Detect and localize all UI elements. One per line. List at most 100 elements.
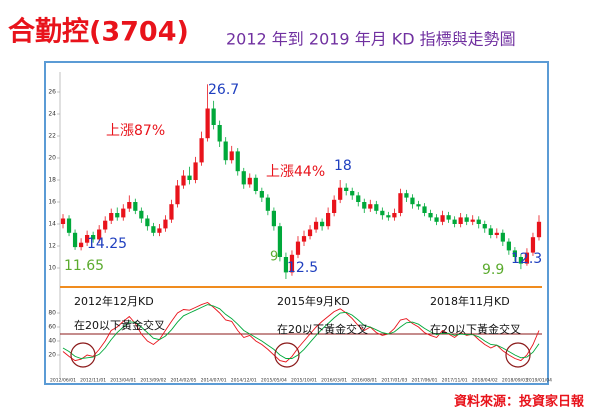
candle-body xyxy=(518,257,524,264)
kd-line xyxy=(62,301,540,363)
candle-body xyxy=(265,197,270,211)
candle-body xyxy=(91,235,96,240)
candle-body xyxy=(458,217,463,224)
candle-body xyxy=(97,229,102,240)
kd-line xyxy=(62,304,540,359)
x-tick-label: 2015/05/04 xyxy=(261,378,287,384)
source-note: 資料來源：投資家日報 xyxy=(454,394,585,410)
chart-title: 合勤控(3704) xyxy=(8,16,189,48)
candle-body xyxy=(259,191,264,198)
x-tick-label: 2017/01/03 xyxy=(381,378,407,384)
candle-body xyxy=(404,193,409,198)
candle-body xyxy=(536,221,542,238)
candle-body xyxy=(60,218,66,224)
y-tick-label: 10 xyxy=(48,265,56,272)
candle-body xyxy=(319,221,325,227)
y-tick-label: 12 xyxy=(48,243,56,250)
highlight-circle xyxy=(505,342,531,368)
candle-body xyxy=(446,215,451,220)
candle-body xyxy=(512,250,517,257)
candle-body xyxy=(494,232,499,235)
candle-body xyxy=(289,254,295,273)
candle-body xyxy=(434,217,439,222)
annotation: 9 xyxy=(270,250,278,265)
y-tick-label: 18 xyxy=(48,177,56,184)
y-tick-label: 24 xyxy=(48,111,56,118)
x-tick-label: 2013/04/01 xyxy=(110,378,136,384)
candle-body xyxy=(235,151,240,172)
candle-body xyxy=(223,141,228,161)
annotation: 11.65 xyxy=(64,258,104,274)
highlight-circle xyxy=(70,342,96,368)
candle-body xyxy=(301,236,307,242)
x-tick-label: 2012/11/01 xyxy=(80,378,106,384)
candle-body xyxy=(386,215,391,218)
x-tick-label: 2012/06/01 xyxy=(50,378,76,384)
candle-body xyxy=(482,224,487,229)
candle-body xyxy=(452,219,457,224)
annotation: 9.9 xyxy=(482,262,504,278)
candle-body xyxy=(295,241,301,255)
candle-body xyxy=(169,204,174,220)
candle-body xyxy=(157,228,162,233)
x-tick-label: 2016/03/01 xyxy=(321,378,347,384)
candle-body xyxy=(332,199,337,213)
candle-body xyxy=(127,202,132,209)
candle-body xyxy=(72,232,78,248)
y-tick-label: 20 xyxy=(48,155,56,162)
candle-body xyxy=(253,177,258,191)
annotation: 在20以下黃金交叉 xyxy=(277,322,368,336)
x-tick-label: 2018/09/03 xyxy=(502,378,528,384)
candle-body xyxy=(416,204,421,207)
candle-body xyxy=(524,252,530,264)
candle-body xyxy=(115,213,120,218)
candle-body xyxy=(85,235,90,243)
candle-body xyxy=(145,218,150,227)
annotation: 在20以下黃金交叉 xyxy=(74,318,165,332)
candle-body xyxy=(506,241,511,251)
candle-body xyxy=(362,202,367,209)
x-tick-label: 2015/10/01 xyxy=(291,378,317,384)
x-tick-label: 2016/08/01 xyxy=(351,378,377,384)
candle-body xyxy=(193,162,198,180)
candle-body xyxy=(410,197,415,205)
annotation: 2012年12月KD xyxy=(74,294,154,308)
candle-body xyxy=(66,218,72,233)
candle-body xyxy=(392,213,397,218)
candle-body xyxy=(440,215,445,222)
candle-body xyxy=(205,108,210,139)
annotation: 2015年9月KD xyxy=(277,294,350,308)
chart-frame xyxy=(44,61,549,385)
y-tick-label: 14 xyxy=(48,221,56,228)
candle-body xyxy=(326,213,331,227)
candle-body xyxy=(277,226,283,257)
annotation: 2018年11月KD xyxy=(430,294,510,308)
candle-body xyxy=(500,232,505,242)
candle-body xyxy=(187,175,192,180)
annotation: 12.3 xyxy=(511,251,542,267)
highlight-circle xyxy=(274,342,300,368)
candle-body xyxy=(464,217,469,222)
candle-body xyxy=(211,108,216,125)
candle-body xyxy=(217,125,222,142)
candle-body xyxy=(78,242,84,248)
annotation: 在20以下黃金交叉 xyxy=(430,322,521,336)
candle-body xyxy=(151,226,156,233)
x-tick-label: 2019/01/04 xyxy=(526,378,552,384)
candle-body xyxy=(422,206,427,213)
candle-body xyxy=(199,138,204,163)
candle-body xyxy=(163,219,168,229)
x-tick-label: 2014/12/01 xyxy=(231,378,257,384)
candle-body xyxy=(374,204,379,211)
chart-subtitle: 2012 年到 2019 年月 KD 指標與走勢圖 xyxy=(226,30,516,49)
candle-body xyxy=(530,237,536,253)
candle-body xyxy=(470,219,475,222)
annotation: 12.5 xyxy=(287,260,318,276)
kd-y-tick-label: 40 xyxy=(48,338,56,345)
candle-body xyxy=(356,195,361,202)
candle-body xyxy=(344,187,349,191)
x-tick-label: 2018/04/02 xyxy=(472,378,498,384)
candle-body xyxy=(241,171,246,185)
candle-body xyxy=(247,177,252,185)
